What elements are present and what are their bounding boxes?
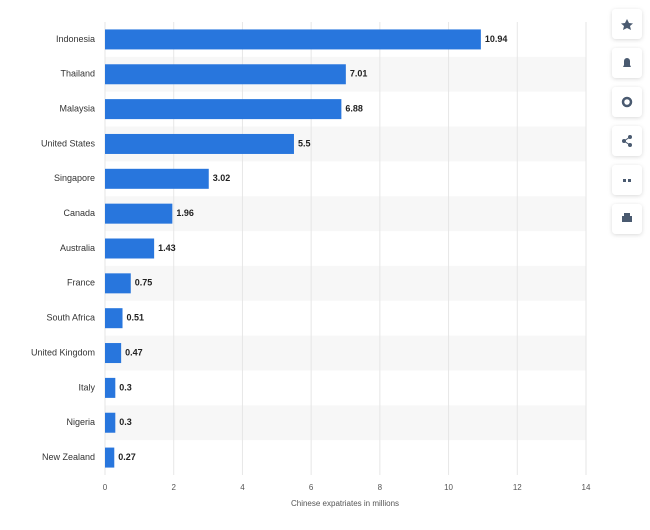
y-tick-label: Thailand	[60, 69, 95, 79]
y-tick-label: Canada	[63, 208, 95, 218]
value-label: 6.88	[345, 103, 363, 113]
toolbar	[612, 9, 642, 234]
row-stripe	[105, 405, 586, 441]
notification-button[interactable]	[612, 48, 642, 78]
x-tick-label: 2	[171, 483, 176, 492]
bar	[105, 238, 155, 259]
row-stripe	[105, 265, 586, 301]
x-tick-label: 12	[513, 483, 522, 492]
value-label: 0.3	[119, 382, 132, 392]
value-label: 0.47	[125, 347, 143, 357]
bar	[105, 99, 342, 120]
y-tick-label: South Africa	[46, 313, 95, 323]
value-label: 7.01	[350, 69, 368, 79]
bar	[105, 168, 209, 189]
value-label: 0.3	[119, 417, 132, 427]
print-button[interactable]	[612, 204, 642, 234]
y-tick-label: United Kingdom	[31, 347, 95, 357]
y-tick-label: New Zealand	[42, 452, 95, 462]
value-label: 1.43	[158, 243, 176, 253]
bar	[105, 343, 122, 364]
value-label: 10.94	[485, 34, 508, 44]
bar	[105, 29, 481, 50]
x-tick-label: 0	[103, 483, 108, 492]
y-tick-label: Australia	[60, 243, 95, 253]
y-tick-label: France	[67, 278, 95, 288]
settings-button[interactable]	[612, 87, 642, 117]
row-stripe	[105, 196, 586, 232]
bar	[105, 308, 123, 329]
x-tick-label: 10	[444, 483, 453, 492]
bar	[105, 273, 131, 294]
x-tick-label: 14	[582, 483, 591, 492]
bar	[105, 133, 294, 154]
share-button[interactable]	[612, 126, 642, 156]
value-label: 5.5	[298, 138, 311, 148]
favorite-button[interactable]	[612, 9, 642, 39]
row-stripe	[105, 335, 586, 371]
y-tick-label: Singapore	[54, 173, 95, 183]
bar	[105, 64, 346, 85]
x-tick-label: 6	[309, 483, 314, 492]
y-tick-label: Nigeria	[66, 417, 95, 427]
x-tick-label: 4	[240, 483, 245, 492]
value-label: 3.02	[213, 173, 231, 183]
bar	[105, 412, 116, 433]
value-label: 0.51	[127, 313, 145, 323]
value-label: 0.75	[135, 278, 153, 288]
value-label: 1.96	[176, 208, 194, 218]
y-tick-label: Italy	[78, 382, 95, 392]
y-tick-label: Malaysia	[59, 103, 95, 113]
value-label: 0.27	[118, 452, 136, 462]
bar	[105, 203, 173, 224]
bar	[105, 377, 116, 398]
bar	[105, 447, 115, 468]
y-tick-label: United States	[41, 138, 96, 148]
x-axis-label: Chinese expatriates in millions	[291, 499, 399, 508]
x-tick-label: 8	[378, 483, 383, 492]
y-tick-label: Indonesia	[56, 34, 95, 44]
cite-button[interactable]	[612, 165, 642, 195]
